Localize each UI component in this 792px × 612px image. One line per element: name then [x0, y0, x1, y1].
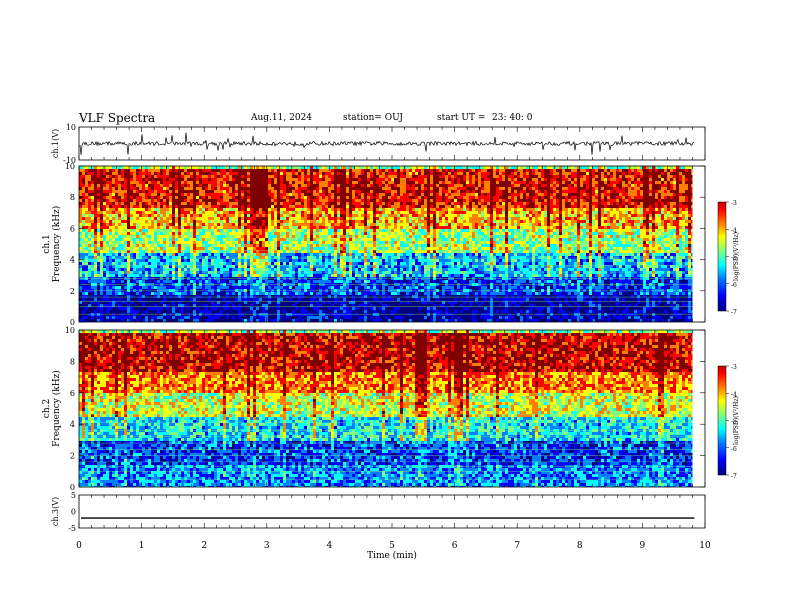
ch2-colorbar-tick-label: -6 — [731, 446, 737, 453]
ch1-colorbar-tick-label: -4 — [731, 227, 737, 234]
ch2-no-data-area — [692, 330, 705, 487]
ch3-ytick-label: 0 — [71, 508, 76, 517]
ch1-colorbar-label: log(PSD)(V²/Hz) — [733, 232, 740, 281]
ch2-freq-tick-label: 6 — [70, 389, 75, 398]
ch2-colorbar-tick-label: -3 — [731, 364, 737, 371]
ch2-colorbar-tick-label: -5 — [731, 419, 737, 426]
station-label: station= OUJ — [343, 113, 403, 123]
ch2-colorbar-label: log(PSD)(V²/Hz) — [733, 396, 740, 445]
ch2-freq-tick-label: 4 — [70, 420, 75, 429]
time-tick-label: 9 — [640, 541, 646, 551]
ch1-freq-tick-label: 2 — [70, 287, 75, 296]
ch2-freq-tick-label: 2 — [70, 452, 75, 461]
ch1-colorbar-tick-label: -5 — [731, 255, 737, 262]
time-axis-label: Time (min) — [367, 550, 417, 561]
figure-title: VLF Spectra — [79, 111, 155, 125]
ch1-ytick-label: 10 — [66, 123, 76, 132]
ch1-waveform-trace — [79, 132, 695, 155]
ch3-waveform-ylabel: ch.3(V) — [51, 497, 60, 526]
ch1-colorbar-tick-label: -7 — [731, 309, 737, 316]
ch2-spectrogram-image — [79, 330, 694, 487]
ch2-freq-tick-label: 10 — [65, 326, 75, 335]
time-tick-label: 3 — [264, 541, 270, 551]
ch3-ytick-label: -5 — [68, 524, 76, 533]
start-ut-label: start UT = — [437, 113, 485, 123]
ch1-frequency-axis-label: Frequency (kHz) — [51, 206, 62, 283]
ch2-frequency-axis-label: Frequency (kHz) — [51, 370, 62, 447]
ch2-colorbar-tick-label: -4 — [731, 391, 737, 398]
start-time-value: 23: 40: 0 — [492, 113, 532, 123]
ch1-freq-tick-label: 4 — [70, 256, 75, 265]
ch2-freq-tick-label: 8 — [70, 357, 75, 366]
ch1-waveform-ylabel: ch.1(V) — [51, 129, 60, 158]
ch1-freq-tick-label: 6 — [70, 224, 75, 233]
ch3-ytick-label: 5 — [71, 491, 76, 500]
ch2-colorbar — [717, 365, 727, 476]
ch1-freq-tick-label: 0 — [70, 318, 75, 327]
ch2-colorbar-tick-label: -7 — [731, 473, 737, 480]
time-tick-label: 1 — [139, 541, 145, 551]
ch1-no-data-area — [692, 166, 705, 322]
time-tick-label: 7 — [514, 541, 520, 551]
ch1-colorbar-tick-label: -3 — [731, 200, 737, 207]
ch1-ytick-label: -10 — [63, 156, 76, 165]
ch1-freq-tick-label: 8 — [70, 193, 75, 202]
ch1-colorbar — [717, 201, 727, 312]
time-tick-label: 2 — [201, 541, 207, 551]
ch1-spectrogram-image — [79, 166, 694, 322]
time-tick-label: 0 — [76, 541, 82, 551]
time-tick-label: 10 — [699, 541, 711, 551]
ch1-channel-label: ch.1 — [42, 234, 52, 253]
ch2-freq-tick-label: 0 — [70, 483, 75, 492]
time-tick-label: 5 — [389, 541, 395, 551]
time-tick-label: 4 — [327, 541, 333, 551]
ch2-channel-label: ch.2 — [42, 399, 52, 418]
time-tick-label: 8 — [577, 541, 583, 551]
ch1-colorbar-tick-label: -6 — [731, 282, 737, 289]
ch1-freq-tick-label: 10 — [65, 162, 75, 171]
date-label: Aug.11, 2024 — [251, 113, 312, 123]
time-tick-label: 6 — [452, 541, 458, 551]
